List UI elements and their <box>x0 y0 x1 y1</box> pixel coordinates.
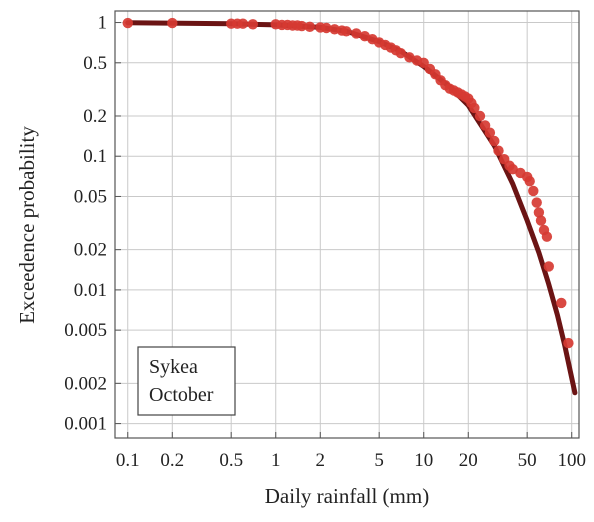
x-tick-label: 0.2 <box>160 450 184 471</box>
tick-marks <box>115 22 573 438</box>
x-tick-label: 0.5 <box>219 450 243 471</box>
data-point <box>543 261 554 272</box>
plot-frame <box>114 10 580 439</box>
data-point <box>351 28 362 39</box>
y-tick-labels: 0.001 0.002 0.005 0.01 0.02 0.05 0.1 0.2 0.5 1 <box>64 13 107 435</box>
data-point <box>247 19 258 30</box>
y-tick-label: 1 <box>98 13 108 34</box>
x-tick-label: 0.1 <box>116 450 140 471</box>
data-point <box>563 337 574 349</box>
y-tick-label: 0.001 <box>64 414 107 435</box>
x-axis-label: Daily rainfall (mm) <box>265 484 429 508</box>
x-tick-label: 1 <box>271 450 281 471</box>
y-tick-label: 0.1 <box>83 146 107 167</box>
y-axis-label: Exceedence probability <box>15 126 39 324</box>
data-point <box>469 102 480 114</box>
fit-line-group <box>125 20 578 396</box>
x-tick-label: 5 <box>374 450 384 471</box>
data-point <box>296 20 307 32</box>
data-point <box>167 17 178 29</box>
legend-box <box>137 346 236 416</box>
x-tick-label: 100 <box>557 450 586 471</box>
data-point <box>533 207 545 218</box>
data-point <box>489 135 500 147</box>
legend-line-1: Sykea <box>149 356 198 378</box>
data-point <box>395 48 406 59</box>
data-point <box>474 110 486 122</box>
data-point <box>341 26 352 37</box>
data-point <box>556 297 567 309</box>
data-point <box>484 127 496 138</box>
data-point <box>321 22 332 34</box>
data-point <box>531 197 542 208</box>
x-tick-label: 50 <box>518 450 537 471</box>
legend: Sykea October <box>137 346 236 416</box>
data-point <box>304 21 315 32</box>
y-tick-label: 0.02 <box>74 240 107 261</box>
points-group <box>122 17 574 349</box>
x-tick-label: 2 <box>316 450 326 471</box>
data-point <box>493 145 504 156</box>
data-point <box>122 17 133 29</box>
y-tick-label: 0.005 <box>64 320 107 341</box>
y-tick-label: 0.05 <box>74 186 107 207</box>
fit-line <box>125 20 578 396</box>
data-point <box>528 185 539 197</box>
x-tick-label: 10 <box>414 450 433 471</box>
data-point <box>535 215 547 226</box>
y-tick-label: 0.2 <box>83 106 107 127</box>
y-tick-label: 0.5 <box>83 53 107 74</box>
data-point <box>524 176 535 187</box>
data-point <box>541 231 553 242</box>
x-tick-label: 20 <box>459 450 478 471</box>
data-point <box>237 18 249 29</box>
x-tick-labels: 0.1 0.2 0.5 1 2 5 10 20 50 100 <box>116 450 586 471</box>
legend-line-2: October <box>149 384 214 406</box>
y-tick-label: 0.002 <box>64 373 107 394</box>
y-tick-label: 0.01 <box>74 280 107 301</box>
